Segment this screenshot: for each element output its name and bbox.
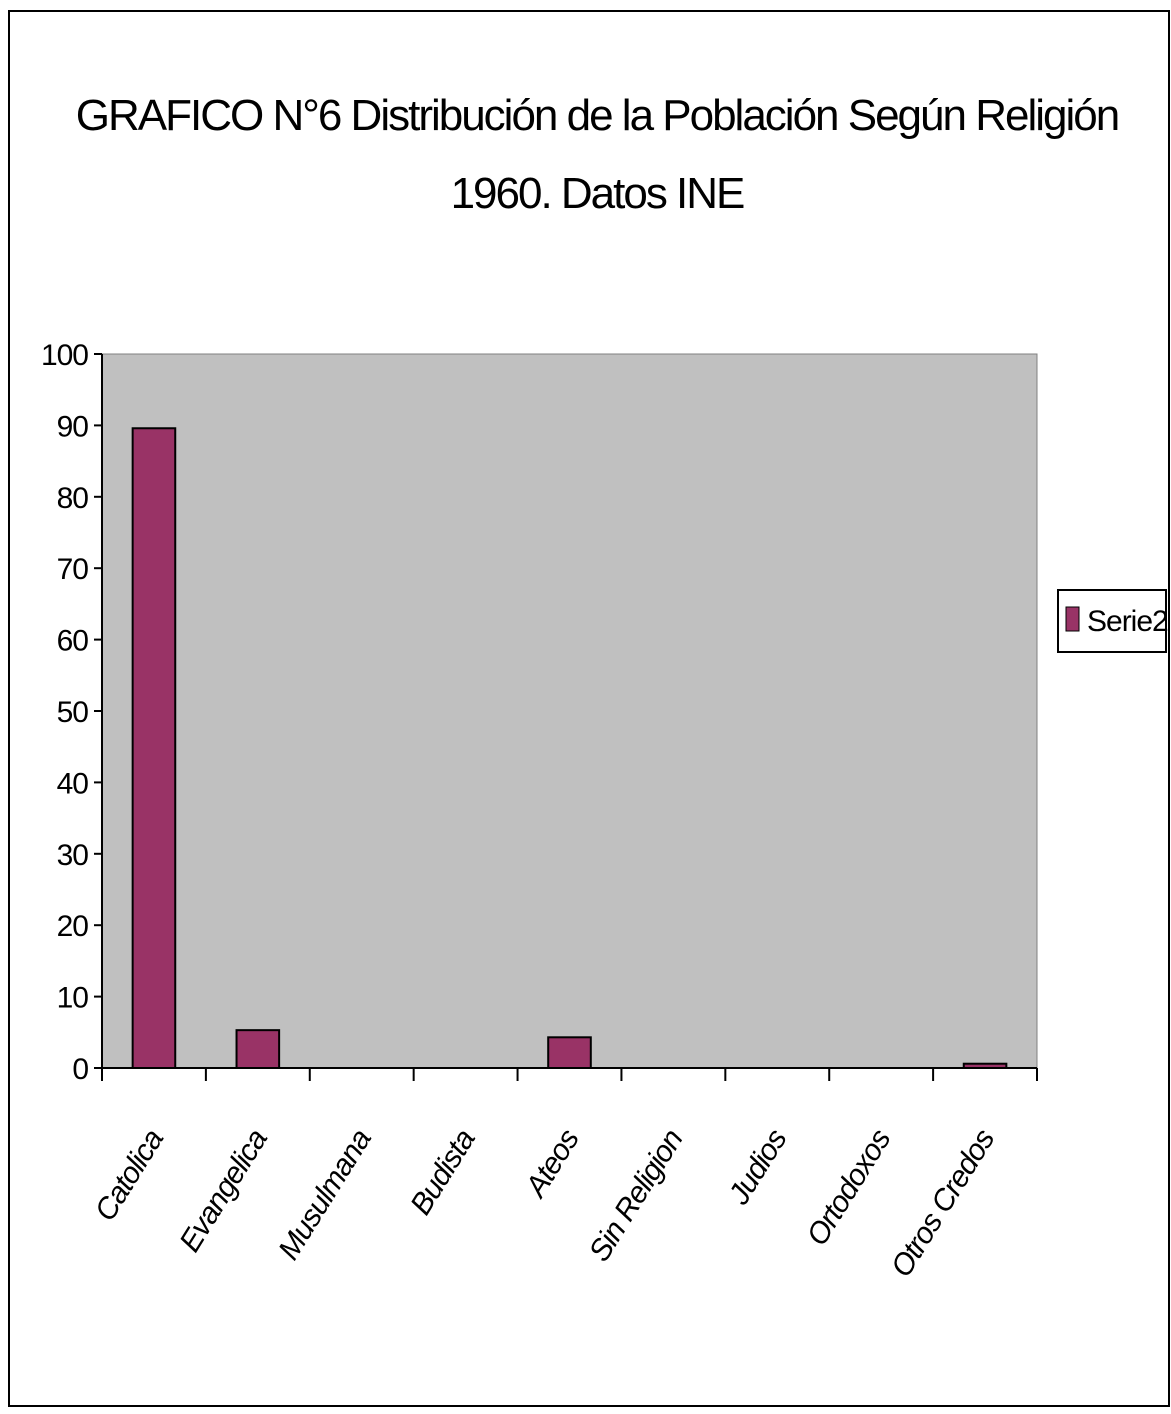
y-tick-label: 20 xyxy=(57,910,89,943)
bar-evangelica xyxy=(235,1029,281,1069)
y-tick-label: 80 xyxy=(57,482,89,515)
x-ticks-layer xyxy=(101,1068,1038,1081)
chart-title: GRAFICO N°6 Distribución de la Población… xyxy=(76,91,1118,140)
y-tick-label: 30 xyxy=(57,839,89,872)
bars-layer xyxy=(131,427,1008,1070)
y-tick-label: 0 xyxy=(72,1053,88,1086)
y-tick-label: 10 xyxy=(57,982,89,1015)
y-tick-label: 40 xyxy=(57,767,89,800)
legend-label: Serie2 xyxy=(1087,605,1168,638)
legend-swatch xyxy=(1065,606,1080,632)
chart-subtitle: 1960. Datos INE xyxy=(451,169,744,218)
bar-catolica xyxy=(131,427,177,1070)
y-tick-label: 50 xyxy=(57,696,89,729)
y-tick-label: 100 xyxy=(41,339,88,372)
y-tick-label: 70 xyxy=(57,553,89,586)
plot-area xyxy=(101,353,1038,1069)
y-tick-label: 60 xyxy=(57,625,89,658)
y-tick-label: 90 xyxy=(57,410,89,443)
legend: Serie2 xyxy=(1057,589,1169,653)
bar-ateos xyxy=(547,1036,592,1069)
y-ticks-layer: 0 10 20 30 40 50 60 70 80 90 100 xyxy=(41,339,102,1086)
